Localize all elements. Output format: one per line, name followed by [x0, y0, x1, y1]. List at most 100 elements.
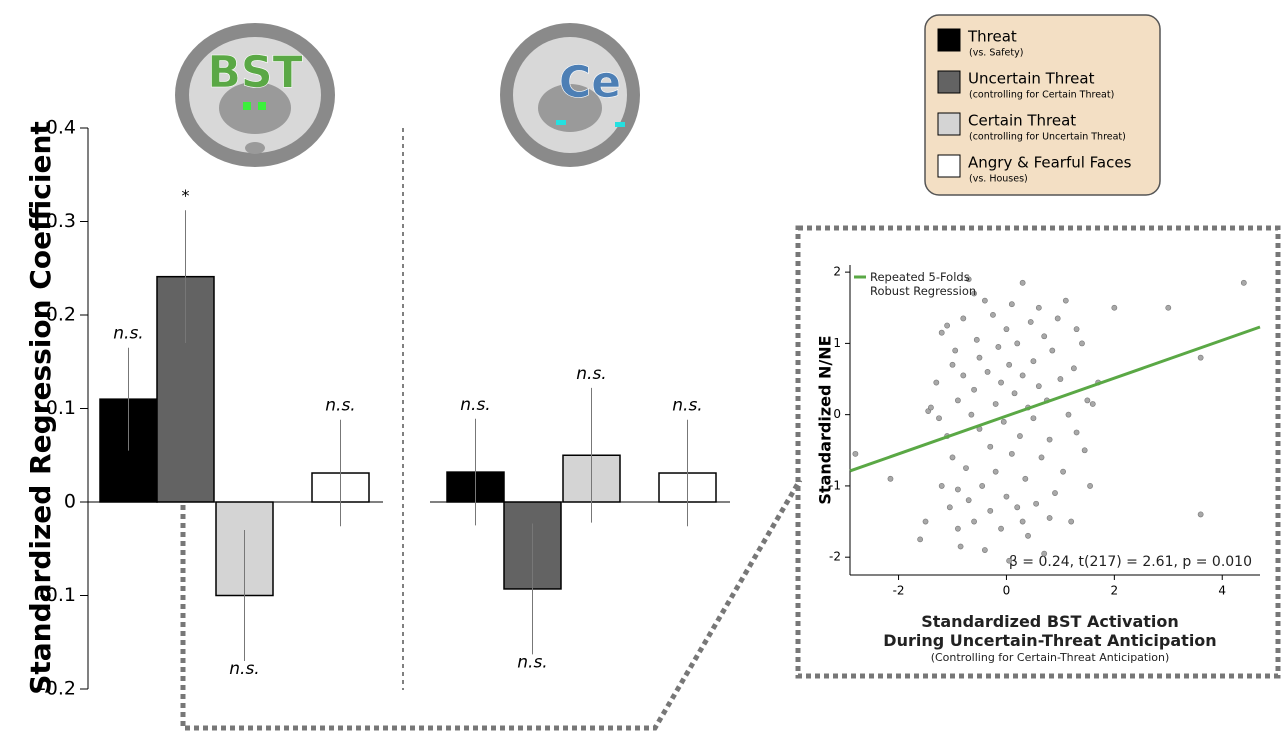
legend-swatch — [938, 113, 960, 135]
scatter-point — [1015, 505, 1020, 510]
scatter-point — [1031, 359, 1036, 364]
scatter-point — [1087, 483, 1092, 488]
scatter-point — [1042, 334, 1047, 339]
stats-annotation: β = 0.24, t(217) = 2.61, p = 0.010 — [1009, 554, 1252, 570]
scatter-point — [888, 476, 893, 481]
scatter-point — [1047, 437, 1052, 442]
y-tick-label: 0.3 — [46, 210, 76, 232]
scatter-point — [988, 444, 993, 449]
scatter-point — [1071, 366, 1076, 371]
scatter-point — [939, 330, 944, 335]
y-tick-label: 0 — [64, 491, 76, 513]
scatter-point — [961, 316, 966, 321]
scatter-point — [1074, 430, 1079, 435]
scatter-point — [1004, 494, 1009, 499]
scatter-point — [1085, 398, 1090, 403]
y-tick-label: -0.2 — [39, 678, 76, 700]
scatter-point — [1036, 305, 1041, 310]
scatter-point — [1023, 476, 1028, 481]
legend-swatch — [938, 71, 960, 93]
legend-label: Certain Threat — [968, 112, 1076, 130]
legend-swatch — [938, 29, 960, 51]
significance-label: n.s. — [672, 396, 702, 416]
scatter-point — [955, 487, 960, 492]
scatter-point — [1198, 512, 1203, 517]
scatter-point — [950, 362, 955, 367]
scatter-point — [1082, 448, 1087, 453]
legend-label: Threat — [967, 28, 1017, 46]
scatter-point — [1028, 319, 1033, 324]
scatter-point — [971, 387, 976, 392]
x-tick-label: 0 — [1003, 584, 1011, 598]
scatter-point — [985, 369, 990, 374]
scatter-point — [1031, 416, 1036, 421]
y-tick-label: 1 — [833, 336, 841, 350]
scatter-point — [982, 547, 987, 552]
scatter-point — [993, 401, 998, 406]
x-title-line: Standardized BST Activation — [840, 612, 1260, 631]
scatter-point — [1198, 355, 1203, 360]
scatter-point — [1042, 551, 1047, 556]
y-tick-label: -2 — [829, 550, 841, 564]
x-title-note: (Controlling for Certain-Threat Anticipa… — [840, 650, 1260, 665]
region-label: Ce — [559, 57, 621, 108]
scatter-point — [1034, 501, 1039, 506]
y-tick-label: 0.4 — [46, 117, 76, 139]
scatter-point — [1017, 433, 1022, 438]
scatter-point — [988, 508, 993, 513]
scatter-point — [974, 337, 979, 342]
significance-label: n.s. — [517, 652, 547, 672]
scatter-point — [977, 355, 982, 360]
y-tick-label: -0.1 — [39, 584, 76, 606]
scatter-point — [1007, 558, 1012, 563]
scatter-point — [918, 537, 923, 542]
scatter-point — [1052, 490, 1057, 495]
x-tick-label: 4 — [1218, 584, 1226, 598]
legend-label: Uncertain Threat — [968, 70, 1095, 88]
y-tick-label: -1 — [829, 478, 841, 492]
significance-label: n.s. — [460, 395, 490, 415]
scatter-point — [936, 416, 941, 421]
legend-note: (vs. Safety) — [969, 48, 1023, 59]
scatter-point — [998, 526, 1003, 531]
scatter-point — [923, 519, 928, 524]
significance-label: n.s. — [576, 364, 606, 384]
scatter-point — [939, 483, 944, 488]
scatter-point — [955, 526, 960, 531]
scatter-point — [1112, 305, 1117, 310]
connector — [183, 480, 800, 728]
scatter-point — [1020, 373, 1025, 378]
region-label: BST — [207, 47, 302, 98]
scatter-point — [966, 498, 971, 503]
scatter-point — [1241, 280, 1246, 285]
scatter-point — [950, 455, 955, 460]
scatter-point — [1001, 419, 1006, 424]
legend-note: (vs. Houses) — [969, 174, 1028, 185]
x-title-line: During Uncertain-Threat Anticipation — [840, 631, 1260, 650]
x-tick-label: 2 — [1111, 584, 1119, 598]
scatter-point — [1025, 533, 1030, 538]
scatter-point — [1074, 327, 1079, 332]
scatter-point — [945, 323, 950, 328]
legend-label: Angry & Fearful Faces — [968, 154, 1132, 172]
scatter-point — [1055, 316, 1060, 321]
significance-label: * — [182, 186, 190, 205]
scatter-point — [1050, 348, 1055, 353]
scatter-point — [990, 312, 995, 317]
scatter-point — [1007, 362, 1012, 367]
scatter-point — [961, 373, 966, 378]
y-tick-label: 0.2 — [46, 304, 76, 326]
scatter-point — [1009, 302, 1014, 307]
scatter-point — [853, 451, 858, 456]
legend-note: (controlling for Uncertain Threat) — [969, 132, 1126, 143]
scatter-point — [1012, 391, 1017, 396]
scatter-point — [955, 398, 960, 403]
y-tick-label: 0 — [833, 407, 841, 421]
legend-note: (controlling for Certain Threat) — [969, 90, 1114, 101]
scatter-point — [1009, 451, 1014, 456]
significance-label: n.s. — [325, 396, 355, 416]
legend-swatch — [938, 155, 960, 177]
figure: Standardized Regression Coefficient Stan… — [0, 0, 1283, 732]
scatter-point — [1015, 341, 1020, 346]
scatter-point — [1079, 341, 1084, 346]
